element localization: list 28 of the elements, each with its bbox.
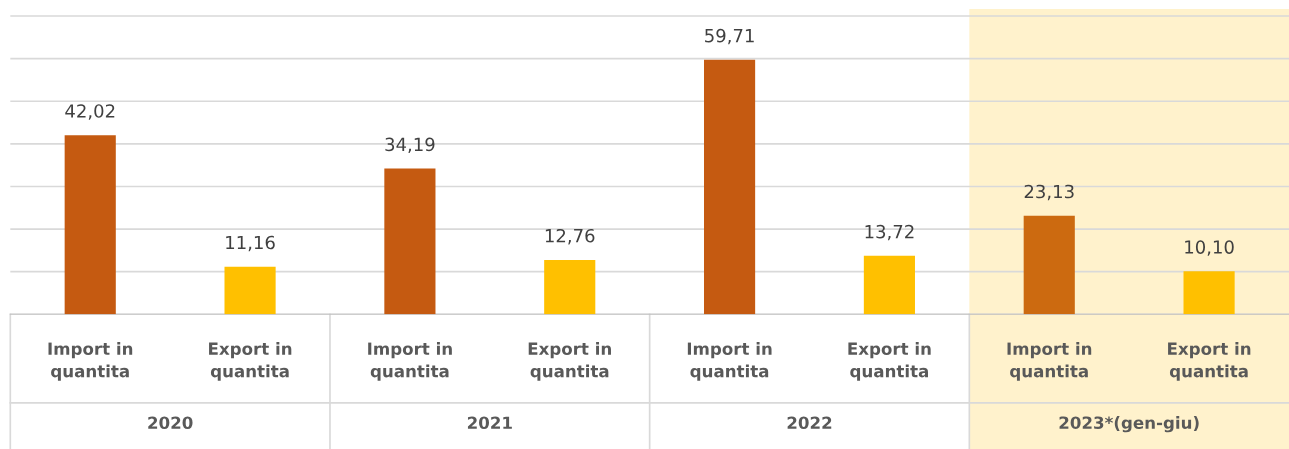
data-label: 42,02 [65, 104, 115, 120]
text: 2020 [148, 416, 193, 430]
x-tick-label: Export in quantita [848, 342, 931, 381]
x-tick-label: Export in quantita [1168, 342, 1251, 381]
bar [544, 259, 596, 315]
x-tick-label: Import in quantita [48, 342, 133, 381]
text: 2021 [467, 416, 512, 430]
x-tick-label: Export in quantita [528, 342, 611, 381]
data-label: 11,16 [226, 235, 275, 252]
bar [704, 59, 756, 315]
data-label: 13,72 [865, 224, 914, 241]
x-tick-label: Import in quantita [1007, 342, 1092, 381]
data-label: 23,13 [1024, 184, 1074, 201]
x-tick-label: Import in quantita [368, 342, 452, 381]
bar [224, 266, 276, 315]
bar [64, 135, 116, 315]
bar [384, 168, 436, 315]
data-label: 34,19 [385, 137, 435, 154]
data-label: 12,76 [545, 228, 595, 245]
data-label: 59,71 [705, 28, 754, 45]
data-label: 10,10 [1185, 240, 1234, 256]
x-tick-label: Import in quantita [687, 342, 772, 381]
x-tick-label: Export in quantita [209, 342, 292, 381]
bar [1023, 215, 1075, 315]
bar [1183, 271, 1235, 315]
text: 2023*(gen-giu) [1059, 416, 1199, 433]
text: 2022 [787, 416, 832, 430]
bar [863, 255, 915, 315]
